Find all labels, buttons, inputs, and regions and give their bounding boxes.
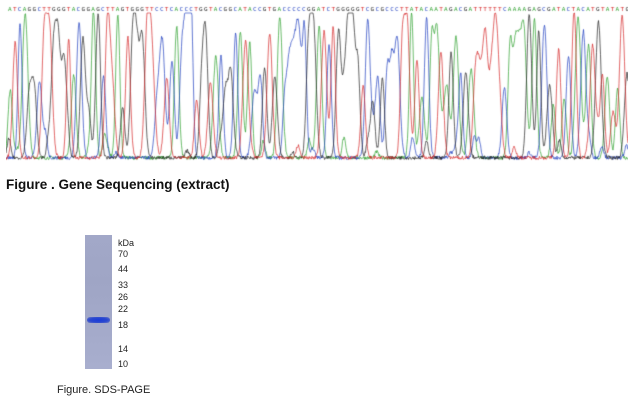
marker-label: 22 — [118, 304, 129, 314]
marker-label: 10 — [118, 359, 129, 369]
protein-band — [87, 317, 110, 323]
marker-label: 70 — [118, 249, 129, 259]
marker-label: 33 — [118, 280, 129, 290]
gel-lane — [85, 235, 112, 369]
gene-sequencing-chromatogram — [6, 3, 628, 165]
gene-sequencing-caption: Figure . Gene Sequencing (extract) — [6, 177, 230, 192]
marker-label: 14 — [118, 344, 129, 354]
sds-page-caption: Figure. SDS-PAGE — [57, 384, 151, 396]
marker-label: 44 — [118, 264, 129, 274]
marker-label: 18 — [118, 320, 129, 330]
marker-unit-label: kDa — [118, 238, 135, 248]
marker-label: 26 — [118, 292, 129, 302]
sds-page-figure: kDa 70 44 33 26 22 18 14 10 — [80, 232, 200, 382]
